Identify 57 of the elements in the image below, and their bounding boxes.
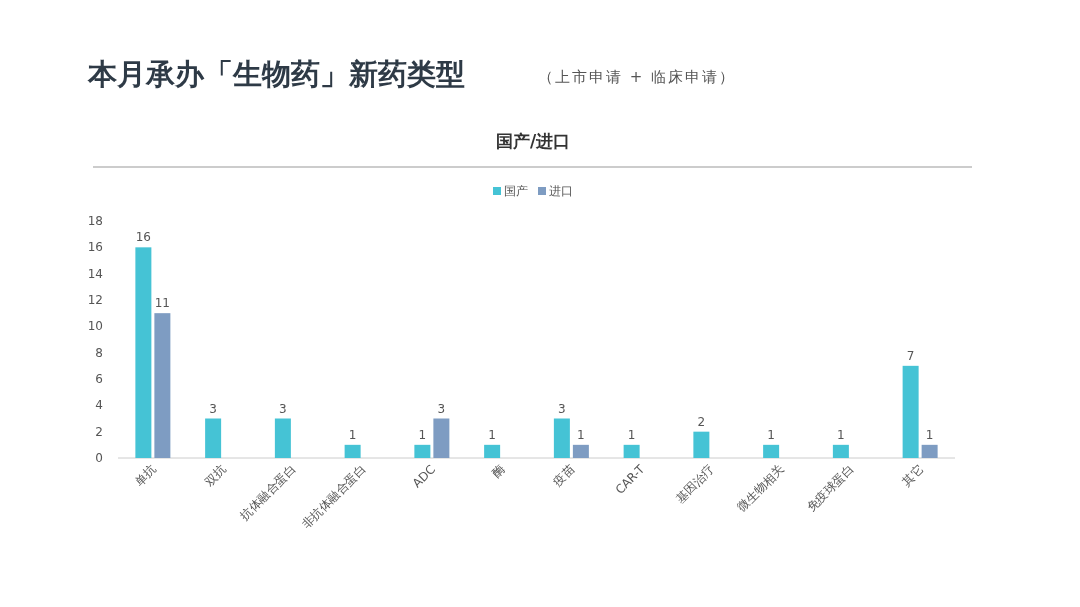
bar [763,444,780,458]
x-tick-label: 其它 [899,462,927,490]
bar [484,444,501,458]
bar [572,444,589,458]
bar [623,444,640,458]
y-tick-label: 0 [95,451,103,465]
data-label: 1 [348,427,357,442]
bar [902,365,919,458]
bar [154,313,171,458]
data-label: 2 [697,414,706,429]
legend-label: 进口 [549,184,573,198]
bar [693,431,710,458]
data-label: 3 [209,401,217,416]
y-tick-label: 6 [95,372,103,386]
text: 国产/进口 [495,131,571,151]
y-tick-label: 4 [95,398,103,413]
x-tick-label: 微生物相关 [734,462,787,515]
x-tick-label: 酶 [489,462,508,481]
bar [135,247,152,458]
x-tick-label: 单抗 [132,462,159,490]
data-label: 1 [767,427,775,442]
x-tick-label: 非抗体融合蛋白 [298,462,369,532]
data-label: 7 [906,348,915,363]
data-label: 1 [418,427,427,442]
x-tick-label: 免疫球蛋白 [804,462,857,515]
data-label: 16 [135,230,152,245]
y-tick-label: 8 [95,345,103,360]
data-label: 11 [154,296,171,311]
y-tick-label: 14 [87,266,103,281]
bar [433,418,450,458]
x-tick-label: 双抗 [201,462,229,490]
bar [553,418,570,458]
data-label: 3 [558,401,566,416]
data-label: 1 [837,427,845,442]
data-label: 3 [437,401,446,416]
x-tick-label: 基因治疗 [673,462,717,507]
legend-label: 国产 [504,184,528,198]
data-label: 1 [488,427,496,442]
chart-title: 本月承办「生物药」新药类型 [87,57,465,91]
bar [832,444,849,458]
y-tick-label: 12 [87,293,103,307]
y-tick-label: 10 [87,319,103,334]
bar [344,444,361,458]
data-label: 3 [279,401,287,416]
y-tick-label: 2 [95,424,103,439]
data-label: 1 [627,427,636,442]
x-tick-label: 抗体融合蛋白 [237,462,299,524]
data-label: 1 [577,427,585,442]
bar [921,444,938,458]
bar [205,418,222,458]
data-label: 1 [925,427,934,442]
y-tick-label: 18 [87,214,103,228]
bar [414,444,431,458]
x-tick-label: 疫苗 [550,462,578,490]
y-tick-label: 16 [87,240,103,255]
chart-subtitle: （上市申请 + 临床申请） [538,68,737,86]
bar [274,418,291,458]
